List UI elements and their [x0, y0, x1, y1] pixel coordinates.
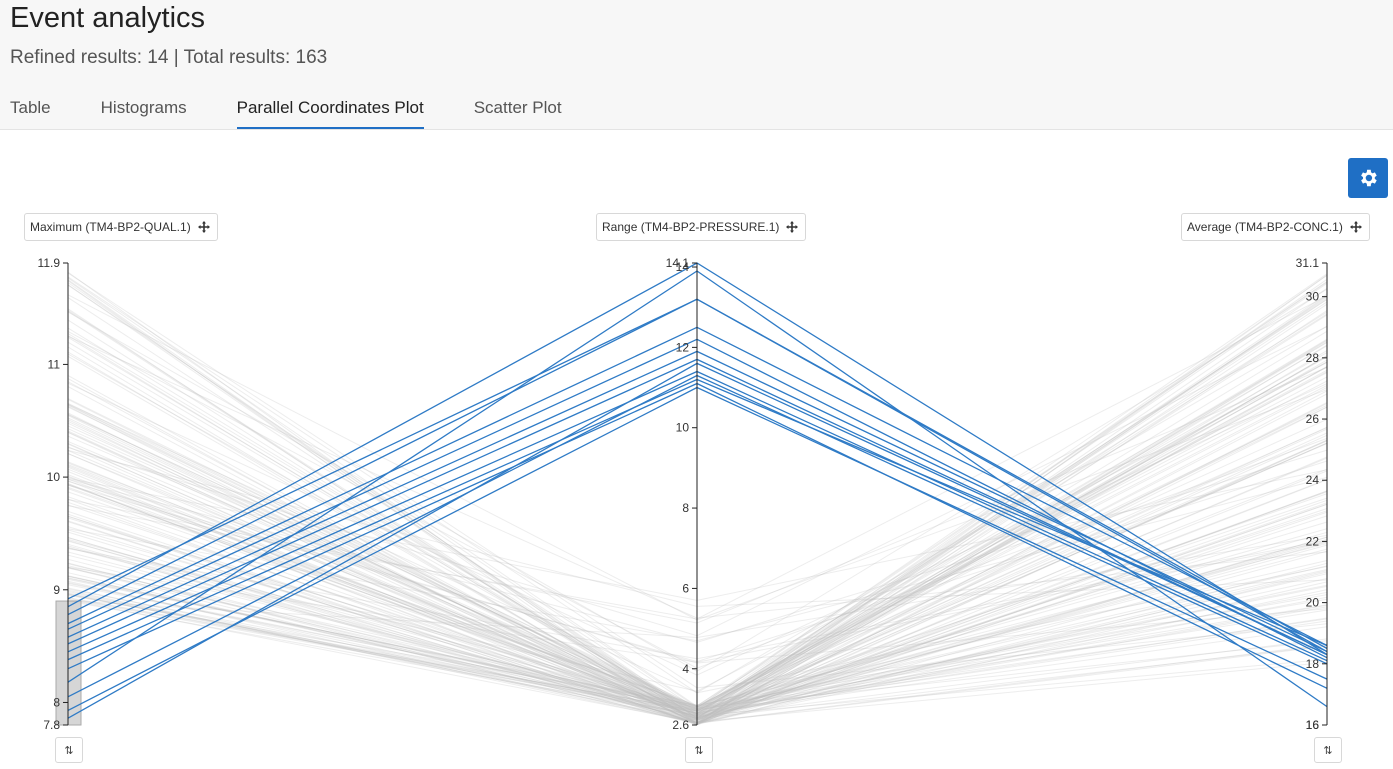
tick-label: 30	[1306, 290, 1320, 304]
tick-label: 12	[676, 340, 690, 354]
tick-label: 9	[53, 583, 60, 597]
tick-label: 6	[682, 581, 689, 595]
gear-icon	[1361, 169, 1377, 187]
tick-label: 10	[47, 470, 61, 484]
tab-histograms[interactable]: Histograms	[100, 98, 187, 117]
flip-axis-button[interactable]: ⇅	[685, 737, 713, 763]
tick-label: 16	[1306, 718, 1320, 732]
tick-label: 24	[1306, 473, 1320, 487]
page-title: Event analytics	[10, 2, 206, 34]
axis-label-average[interactable]: Average (TM4-BP2-CONC.1)	[1181, 213, 1370, 241]
tick-label: 14.1	[666, 256, 690, 270]
tick-label: 11	[48, 357, 61, 371]
page-header: Event analytics Refined results: 14 | To…	[0, 0, 1393, 130]
tab-parallel-coordinates-plot[interactable]: Parallel Coordinates Plot	[236, 98, 424, 129]
tick-label: 11.9	[38, 256, 61, 270]
tick-label: 14	[676, 260, 690, 274]
tick-label: 8	[53, 695, 60, 709]
tab-scatter-plot[interactable]: Scatter Plot	[473, 98, 562, 117]
tick-label: 26	[1306, 412, 1320, 426]
axis-label-maximum[interactable]: Maximum (TM4-BP2-QUAL.1)	[24, 213, 218, 241]
tick-label: 18	[1306, 657, 1320, 671]
tick-label: 16	[1306, 718, 1320, 732]
tick-label: 8	[682, 501, 689, 515]
tick-label: 20	[1306, 596, 1320, 610]
results-summary: Refined results: 14 | Total results: 163	[10, 47, 328, 68]
move-icon[interactable]	[785, 220, 799, 234]
flip-axis-button[interactable]: ⇅	[55, 737, 83, 763]
tick-label: 31.1	[1296, 256, 1320, 270]
tick-label: 2.6	[672, 718, 689, 732]
tick-label: 4	[682, 662, 689, 676]
tab-bar: Table Histograms Parallel Coordinates Pl…	[10, 98, 612, 129]
tick-label: 7.8	[43, 718, 60, 732]
settings-button[interactable]	[1348, 158, 1388, 198]
move-icon[interactable]	[1349, 220, 1363, 234]
tick-label: 22	[1306, 534, 1320, 548]
axis-label-text: Range (TM4-BP2-PRESSURE.1)	[602, 220, 780, 234]
axis-label-range[interactable]: Range (TM4-BP2-PRESSURE.1)	[596, 213, 807, 241]
move-icon[interactable]	[197, 220, 211, 234]
flip-axis-button[interactable]: ⇅	[1314, 737, 1342, 763]
axis-label-text: Maximum (TM4-BP2-QUAL.1)	[30, 220, 191, 234]
tick-label: 10	[676, 421, 690, 435]
tick-label: 28	[1306, 351, 1320, 365]
axis-label-text: Average (TM4-BP2-CONC.1)	[1187, 220, 1343, 234]
tab-table[interactable]: Table	[10, 98, 51, 117]
